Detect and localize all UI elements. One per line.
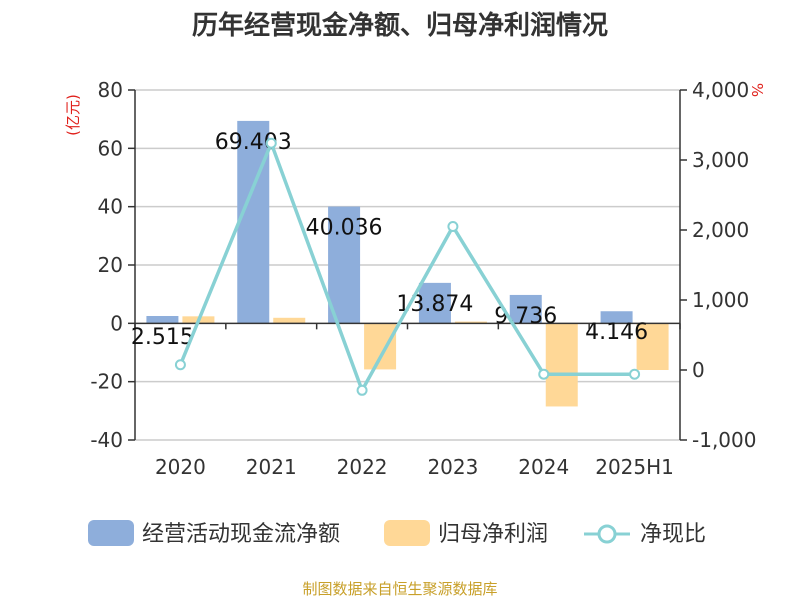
left-axis-unit: (亿元): [64, 94, 82, 136]
bar-cashflow: [418, 282, 451, 324]
legend-label-cashflow: 经营活动现金流净额: [142, 522, 340, 547]
x-tick-label: 2025H1: [595, 455, 674, 479]
legend-swatch-netprofit: [384, 520, 430, 546]
bar-cashflow: [146, 315, 179, 324]
right-tick-label: 2,000: [692, 218, 749, 242]
left-tick-label: -20: [90, 370, 123, 394]
bar-netprofit: [273, 317, 306, 324]
legend-swatch-ratio-marker: [597, 524, 617, 544]
bar-netprofit: [454, 321, 487, 324]
ratio-point: [356, 384, 368, 396]
ratio-point: [447, 221, 459, 232]
legend: 经营活动现金流净额 归母净利润 净现比: [88, 520, 706, 547]
x-axis-ticks: 2020 2021 2022 2023 2024 2025H1: [134, 323, 681, 479]
x-tick-label: 2022: [337, 455, 388, 479]
right-axis-unit: %: [748, 83, 766, 97]
bars: [146, 120, 669, 407]
legend-label-netprofit: 归母净利润: [438, 522, 548, 547]
right-tick-label: 4,000: [692, 78, 749, 102]
left-axis-ticks: 80 60 40 20 0 -20 -40: [90, 78, 135, 452]
left-tick-label: 0: [110, 311, 123, 335]
x-tick-label: 2024: [518, 455, 569, 479]
bar-netprofit: [364, 323, 397, 370]
bar-netprofit: [545, 323, 578, 407]
right-tick-label: 0: [692, 358, 705, 382]
left-tick-label: -40: [90, 428, 123, 452]
chart-title: 历年经营现金净额、归母净利润情况: [192, 10, 608, 41]
bar-netprofit: [636, 323, 669, 370]
legend-swatch-cashflow: [88, 520, 134, 546]
data-label-cashflow: 40.036: [306, 216, 383, 241]
bar-cashflow: [600, 311, 633, 324]
data-label-cashflow: 69.403: [215, 130, 292, 155]
ratio-point: [538, 368, 550, 380]
ratio-line: [174, 137, 641, 396]
ratio-polyline: [178, 141, 635, 393]
bar-cashflow: [509, 294, 542, 324]
data-label-cashflow: 2.515: [131, 325, 194, 350]
x-tick-label: 2023: [427, 455, 478, 479]
left-tick-label: 40: [98, 195, 123, 219]
gridlines: [135, 89, 680, 441]
right-axis-ticks: 4,000 3,000 2,000 1,000 0 -1,000: [680, 78, 756, 452]
right-tick-label: 3,000: [692, 148, 749, 172]
ratio-point: [629, 368, 641, 380]
bar-cashflow: [328, 206, 361, 324]
bar-cashflow: [237, 120, 270, 324]
x-tick-label: 2020: [155, 455, 206, 479]
left-tick-label: 80: [98, 78, 123, 102]
left-tick-label: 60: [98, 136, 123, 160]
ratio-point: [265, 137, 277, 149]
legend-label-ratio: 净现比: [640, 522, 706, 547]
ratio-point: [174, 359, 186, 371]
data-label-cashflow: 4.146: [585, 320, 648, 345]
right-tick-label: -1,000: [692, 428, 756, 452]
left-tick-label: 20: [98, 253, 123, 277]
x-tick-label: 2021: [246, 455, 297, 479]
right-tick-label: 1,000: [692, 288, 749, 312]
source-note: 制图数据来自恒生聚源数据库: [302, 580, 497, 598]
